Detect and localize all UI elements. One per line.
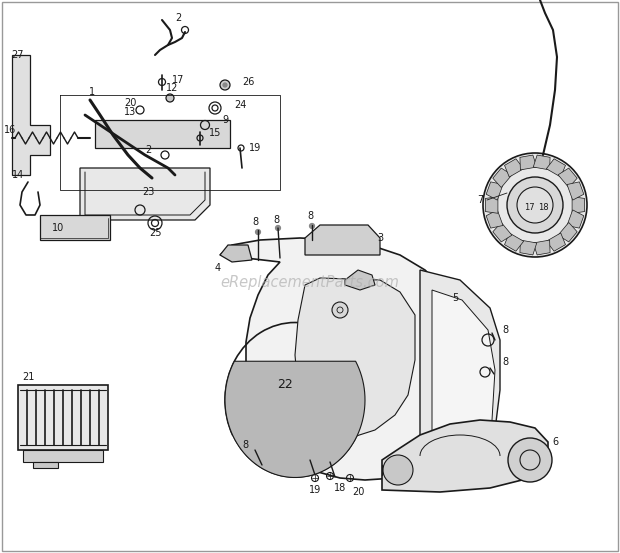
Polygon shape <box>546 159 565 177</box>
Text: 26: 26 <box>242 77 254 87</box>
Text: 8: 8 <box>252 217 258 227</box>
Text: 27: 27 <box>12 50 24 60</box>
Text: 3: 3 <box>377 233 383 243</box>
Polygon shape <box>567 182 584 200</box>
Polygon shape <box>505 159 524 177</box>
Polygon shape <box>572 197 585 213</box>
Polygon shape <box>220 238 462 480</box>
Polygon shape <box>295 278 415 438</box>
Polygon shape <box>23 450 103 462</box>
Polygon shape <box>432 290 495 475</box>
Polygon shape <box>95 120 230 148</box>
Text: 13: 13 <box>124 107 136 117</box>
Polygon shape <box>493 222 512 242</box>
Polygon shape <box>533 155 550 170</box>
Polygon shape <box>305 225 380 255</box>
Text: 8: 8 <box>242 440 248 450</box>
Polygon shape <box>382 420 548 492</box>
Text: 8: 8 <box>502 325 508 335</box>
Circle shape <box>265 370 325 430</box>
Circle shape <box>329 460 334 465</box>
Polygon shape <box>220 245 252 262</box>
Text: 8: 8 <box>273 215 279 225</box>
Polygon shape <box>485 197 498 213</box>
Polygon shape <box>420 270 500 478</box>
Circle shape <box>517 187 553 223</box>
Polygon shape <box>493 168 512 187</box>
Text: 2: 2 <box>175 13 181 23</box>
Polygon shape <box>12 55 50 175</box>
Text: 8: 8 <box>502 357 508 367</box>
Text: 15: 15 <box>209 128 221 138</box>
Circle shape <box>220 80 230 90</box>
Polygon shape <box>486 210 503 228</box>
Text: 1: 1 <box>89 87 95 97</box>
Text: 2: 2 <box>145 145 151 155</box>
Polygon shape <box>505 233 524 251</box>
Polygon shape <box>558 168 577 187</box>
Circle shape <box>283 388 307 412</box>
Text: 24: 24 <box>234 100 246 110</box>
Text: 9: 9 <box>222 115 228 125</box>
Text: 12: 12 <box>166 83 178 93</box>
Text: 20: 20 <box>352 487 364 497</box>
Text: 25: 25 <box>149 228 161 238</box>
Circle shape <box>508 438 552 482</box>
Text: eReplacementParts.com: eReplacementParts.com <box>221 275 399 290</box>
Polygon shape <box>520 240 537 255</box>
Text: 10: 10 <box>52 223 64 233</box>
Circle shape <box>255 229 260 234</box>
Circle shape <box>309 223 314 228</box>
Polygon shape <box>80 168 210 220</box>
Text: 4: 4 <box>215 263 221 273</box>
Text: 6: 6 <box>552 437 558 447</box>
Text: 8: 8 <box>307 211 313 221</box>
Polygon shape <box>345 270 375 290</box>
Text: 5: 5 <box>452 293 458 303</box>
Text: 17: 17 <box>172 75 184 85</box>
Text: 23: 23 <box>142 187 154 197</box>
Polygon shape <box>533 240 550 255</box>
Circle shape <box>309 457 314 462</box>
Text: 19: 19 <box>309 485 321 495</box>
Circle shape <box>507 177 563 233</box>
Text: 7: 7 <box>477 195 483 205</box>
Circle shape <box>483 153 587 257</box>
Text: 18: 18 <box>334 483 346 493</box>
Polygon shape <box>546 233 565 251</box>
Polygon shape <box>33 462 58 468</box>
Polygon shape <box>18 385 108 450</box>
Text: 19: 19 <box>249 143 261 153</box>
Text: 14: 14 <box>12 170 24 180</box>
Text: 22: 22 <box>277 378 293 392</box>
Circle shape <box>332 302 348 318</box>
Circle shape <box>223 83 227 87</box>
Circle shape <box>383 455 413 485</box>
Circle shape <box>254 447 259 452</box>
Polygon shape <box>558 222 577 242</box>
Text: 16: 16 <box>4 125 16 135</box>
Text: 21: 21 <box>22 372 34 382</box>
Polygon shape <box>225 361 365 477</box>
Circle shape <box>275 226 280 231</box>
Text: 18: 18 <box>538 202 548 211</box>
Polygon shape <box>567 210 584 228</box>
Polygon shape <box>520 155 537 170</box>
Polygon shape <box>40 215 110 240</box>
Circle shape <box>166 94 174 102</box>
Text: 20: 20 <box>124 98 136 108</box>
Polygon shape <box>486 182 503 200</box>
Text: 17: 17 <box>524 202 534 211</box>
